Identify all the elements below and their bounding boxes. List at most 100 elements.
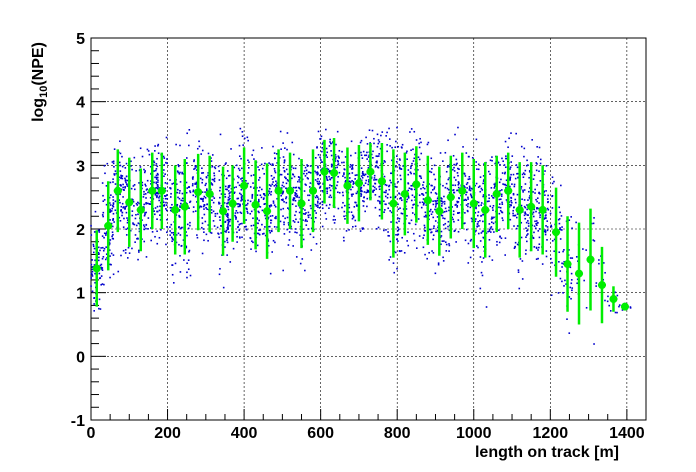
scatter-point [271,183,274,186]
scatter-point [502,219,504,222]
scatter-point [458,197,461,200]
scatter-point [283,200,285,203]
scatter-point [457,182,460,184]
scatter-point [563,249,565,251]
scatter-point [435,193,438,195]
scatter-point [169,234,171,236]
scatter-point [452,168,454,171]
scatter-point [205,206,207,209]
scatter-point [604,271,606,274]
scatter-point [126,219,129,221]
scatter-point [166,198,169,200]
scatter-point [512,193,515,196]
scatter-point [177,165,180,168]
scatter-point [330,177,333,179]
scatter-point [104,258,107,261]
scatter-point [169,187,172,190]
scatter-point [166,158,168,160]
scatter-point [441,202,443,205]
scatter-point [185,181,188,184]
scatter-point [396,126,398,129]
scatter-point [352,193,354,195]
scatter-point [274,205,277,208]
scatter-point [157,143,160,146]
scatter-point [320,135,323,138]
scatter-point [212,201,215,204]
scatter-point [508,137,510,140]
scatter-point [141,181,144,184]
scatter-point [143,168,145,171]
scatter-point [514,241,517,244]
scatter-point [538,212,541,214]
scatter-point [240,188,243,191]
scatter-point [147,150,150,152]
scatter-point [505,157,508,160]
scatter-point [164,182,167,184]
scatter-point [571,257,574,259]
scatter-point [257,179,260,181]
scatter-point [164,173,166,175]
scatter-point [118,216,121,219]
scatter-point [228,192,231,194]
scatter-point [379,185,381,187]
scatter-point [93,310,95,312]
scatter-point [316,171,319,173]
scatter-point [353,206,356,208]
scatter-point [592,222,595,225]
scatter-point [195,183,197,185]
scatter-point [121,214,123,217]
scatter-point [90,277,92,279]
scatter-point [237,197,240,200]
scatter-point [206,208,208,211]
scatter-point [419,137,421,140]
scatter-point [576,278,579,281]
scatter-point [406,158,408,161]
scatter-point [306,220,308,223]
scatter-point [418,175,421,177]
scatter-point [207,152,210,155]
scatter-point [320,159,322,161]
scatter-point [431,189,434,191]
scatter-point [428,214,430,217]
scatter-point [364,210,366,213]
scatter-point [287,207,289,209]
scatter-point [189,200,192,203]
scatter-point [127,227,129,230]
scatter-point [389,256,392,258]
scatter-point [191,184,194,187]
scatter-point [227,222,230,225]
scatter-point [237,220,239,223]
scatter-point [239,211,242,214]
scatter-point [362,174,365,176]
scatter-point [119,164,122,167]
scatter-point [219,196,221,199]
scatter-point [302,228,304,231]
scatter-point [257,232,260,235]
scatter-point [436,229,439,232]
scatter-point [475,229,477,232]
scatter-point [181,172,183,175]
scatter-point [189,224,191,227]
scatter-point [366,205,368,208]
scatter-point [189,190,191,192]
scatter-point [499,236,501,238]
scatter-point [112,178,114,180]
scatter-point [269,231,272,234]
scatter-point [189,221,191,224]
profile-point [563,260,572,269]
scatter-point [335,156,337,158]
scatter-point [297,176,300,178]
scatter-point [546,207,549,210]
scatter-point [256,226,258,229]
scatter-point [101,235,104,237]
scatter-point [520,236,523,239]
scatter-point [218,189,221,192]
scatter-point [237,226,239,228]
scatter-point [236,175,239,178]
scatter-point [280,194,282,197]
scatter-point [179,190,181,192]
scatter-point [156,176,159,179]
scatter-point [477,168,480,171]
scatter-point [307,214,309,217]
scatter-point [513,225,515,227]
